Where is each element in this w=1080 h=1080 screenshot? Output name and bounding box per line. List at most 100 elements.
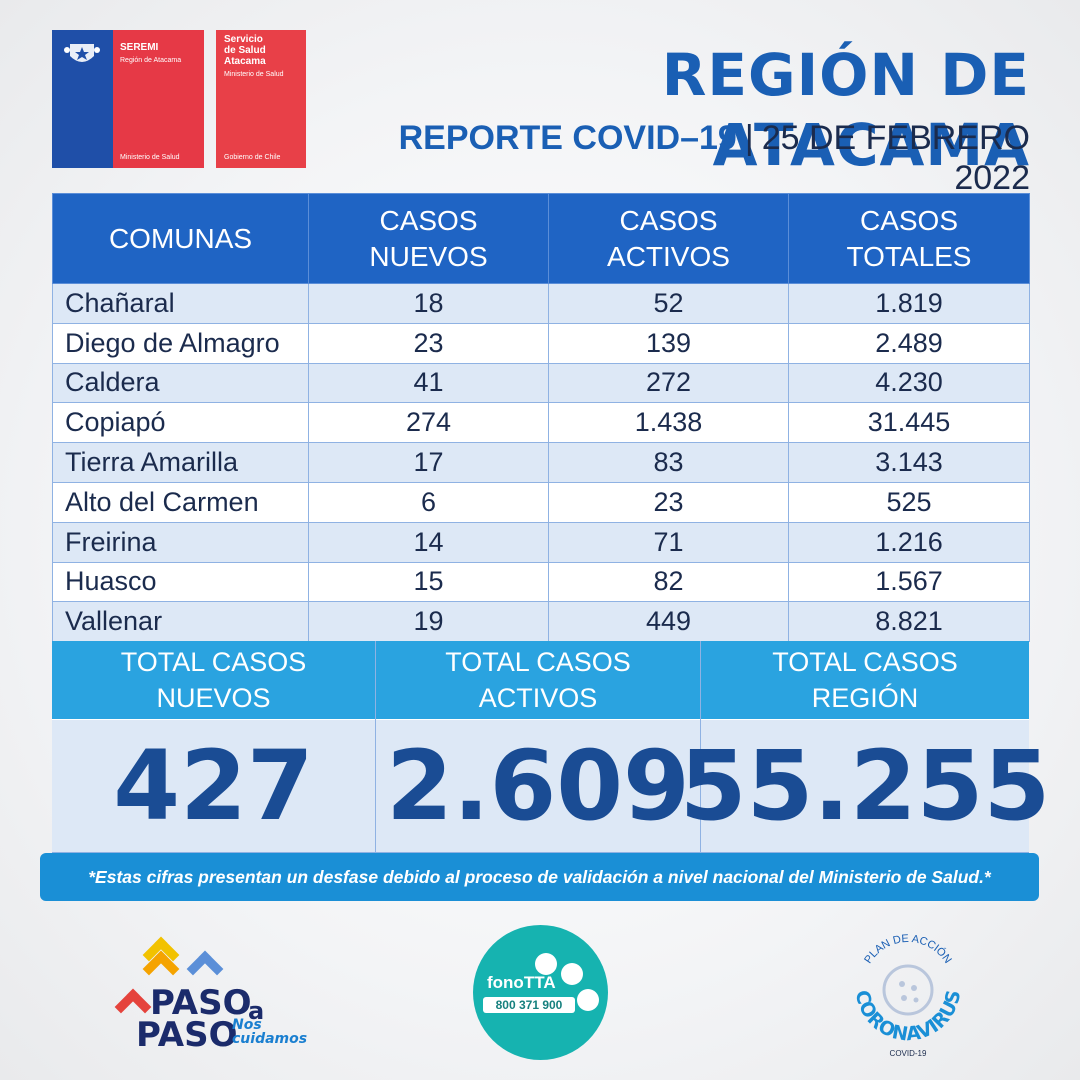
casos-activos: 83 <box>548 442 789 483</box>
casos-nuevos: 14 <box>308 521 549 563</box>
report-date: 25 DE FEBRERO 2022 <box>761 119 1030 197</box>
seremi-ministry: Ministerio de Salud <box>120 154 180 161</box>
comuna-name: Tierra Amarilla <box>52 442 309 483</box>
servicio-salud-logo: Servicio de Salud Atacama Ministerio de … <box>216 30 306 168</box>
casos-activos: 82 <box>548 561 789 603</box>
header-casos-totales-line1: CASOS <box>859 204 959 236</box>
plan-bottom-text: COVID-19 <box>890 1049 927 1058</box>
seremi-region: Región de Atacama <box>120 57 182 64</box>
total-region-value: 55.255 <box>680 720 1050 853</box>
casos-totales: 1.216 <box>788 521 1030 563</box>
total-nuevos-label: TOTAL CASOS NUEVOS <box>52 641 375 720</box>
table-row: Freirina 14 71 1.216 <box>52 521 1030 563</box>
total-nuevos-value: 427 <box>52 720 375 853</box>
total-activos-value: 2.609 <box>376 720 700 853</box>
header-casos-activos: CASOS ACTIVOS <box>548 193 789 284</box>
servicio-title-2: de Salud <box>224 45 266 56</box>
table-row: Alto del Carmen 6 23 525 <box>52 481 1030 523</box>
fonotta-number: 800 371 900 <box>483 997 575 1013</box>
servicio-ministry: Ministerio de Salud <box>224 71 284 78</box>
table-row: Huasco 15 82 1.567 <box>52 561 1030 603</box>
casos-totales: 4.230 <box>788 362 1030 404</box>
comuna-name: Vallenar <box>52 601 309 643</box>
comuna-name: Freirina <box>52 521 309 563</box>
table-row: Caldera 41 272 4.230 <box>52 362 1030 404</box>
paso-word-1: PASO <box>150 983 252 1023</box>
casos-totales: 1.567 <box>788 561 1030 603</box>
comuna-name: Caldera <box>52 362 309 404</box>
casos-nuevos: 23 <box>308 322 549 364</box>
plan-main-text: CORONAVIRUS <box>851 988 965 1045</box>
comuna-name: Copiapó <box>52 402 309 444</box>
header-casos-activos-line1: CASOS <box>619 204 718 236</box>
paso-word-2: PASO <box>136 1015 238 1055</box>
plan-top-text: PLAN DE ACCIÓN <box>862 933 954 966</box>
totals-panel: TOTAL CASOS NUEVOS 427 TOTAL CASOS ACTIVOS… <box>52 641 1050 853</box>
header-comunas: COMUNAS <box>52 193 309 284</box>
casos-nuevos: 41 <box>308 362 549 404</box>
servicio-title-1: Servicio <box>224 34 263 45</box>
home-icon <box>577 989 599 1011</box>
table-row: Diego de Almagro 23 139 2.489 <box>52 322 1030 364</box>
total-nuevos-label-2: NUEVOS <box>156 683 271 713</box>
page-subtitle: REPORTE COVID–19 | 25 DE FEBRERO 2022 <box>320 118 1030 198</box>
seremi-logo: SEREMI Región de Atacama Ministerio de S… <box>52 30 204 168</box>
fonotta-logo: fonoTTA 800 371 900 <box>473 925 608 1060</box>
casos-totales: 3.143 <box>788 442 1030 483</box>
header-casos-nuevos: CASOS NUEVOS <box>308 193 549 284</box>
paso-tag-2: cuidamos <box>232 1031 308 1047</box>
comuna-name: Alto del Carmen <box>52 481 309 523</box>
total-nuevos-label-1: TOTAL CASOS <box>120 647 307 677</box>
casos-nuevos: 274 <box>308 402 549 444</box>
page-title: REGIÓN DE ATACAMA <box>661 41 1030 179</box>
header-casos-totales: CASOS TOTALES <box>788 193 1030 284</box>
casos-totales: 1.819 <box>788 283 1030 324</box>
total-region-label: TOTAL CASOS REGIÓN <box>701 641 1029 720</box>
comuna-name: Huasco <box>52 561 309 603</box>
seremi-title: SEREMI <box>120 42 159 53</box>
chile-coat-of-arms-icon <box>64 44 100 62</box>
comuna-name: Diego de Almagro <box>52 322 309 364</box>
disclaimer-note: *Estas cifras presentan un desfase debid… <box>40 853 1039 901</box>
people-icon <box>561 963 583 985</box>
total-nuevos: TOTAL CASOS NUEVOS 427 <box>52 641 375 853</box>
total-region-label-2: REGIÓN <box>811 683 919 713</box>
header-casos-nuevos-line1: CASOS <box>379 204 478 236</box>
paso-tag-1: Nos <box>232 1017 262 1033</box>
fonotta-name: fonoTTA <box>487 973 556 992</box>
servicio-title-3: Atacama <box>224 56 266 67</box>
casos-totales: 2.489 <box>788 322 1030 364</box>
subtitle-separator: | <box>744 119 754 157</box>
casos-nuevos: 19 <box>308 601 549 643</box>
comunas-table: COMUNAS CASOS NUEVOS CASOS ACTIVOS CASOS TO… <box>52 193 1030 643</box>
report-label: REPORTE COVID–19 <box>398 119 737 157</box>
casos-totales: 525 <box>788 481 1030 523</box>
virus-icon <box>882 964 934 1016</box>
table-row: Copiapó 274 1.438 31.445 <box>52 402 1030 444</box>
paso-a: a <box>248 997 265 1025</box>
comuna-name: Chañaral <box>52 283 309 324</box>
table-row: Chañaral 18 52 1.819 <box>52 283 1030 324</box>
phone-icon <box>535 953 557 975</box>
coronavirus-plan-logo: PLAN DE ACCIÓN CORONAVIRUS COVID-19 <box>851 933 965 1058</box>
casos-activos: 52 <box>548 283 789 324</box>
total-region-label-1: TOTAL CASOS <box>772 647 958 677</box>
casos-totales: 8.821 <box>788 601 1030 643</box>
chevron-up-icon <box>186 950 224 988</box>
casos-nuevos: 17 <box>308 442 549 483</box>
casos-activos: 71 <box>548 521 789 563</box>
casos-activos: 23 <box>548 481 789 523</box>
total-activos-label-1: TOTAL CASOS <box>445 647 631 677</box>
header-casos-nuevos-line2: NUEVOS <box>369 240 488 272</box>
total-activos-label-2: ACTIVOS <box>478 683 598 713</box>
casos-activos: 449 <box>548 601 789 643</box>
casos-nuevos: 6 <box>308 481 549 523</box>
table-row: Vallenar 19 449 8.821 <box>52 601 1030 643</box>
total-region: TOTAL CASOS REGIÓN 55.255 <box>680 641 1050 853</box>
casos-activos: 272 <box>548 362 789 404</box>
casos-nuevos: 18 <box>308 283 549 324</box>
casos-activos: 139 <box>548 322 789 364</box>
table-header-row: COMUNAS CASOS NUEVOS CASOS ACTIVOS CASOS TO… <box>52 193 1030 284</box>
total-activos-label: TOTAL CASOS ACTIVOS <box>376 641 700 720</box>
paso-a-paso-logo: PASO a PASO Nos cuidamos <box>110 928 310 1058</box>
